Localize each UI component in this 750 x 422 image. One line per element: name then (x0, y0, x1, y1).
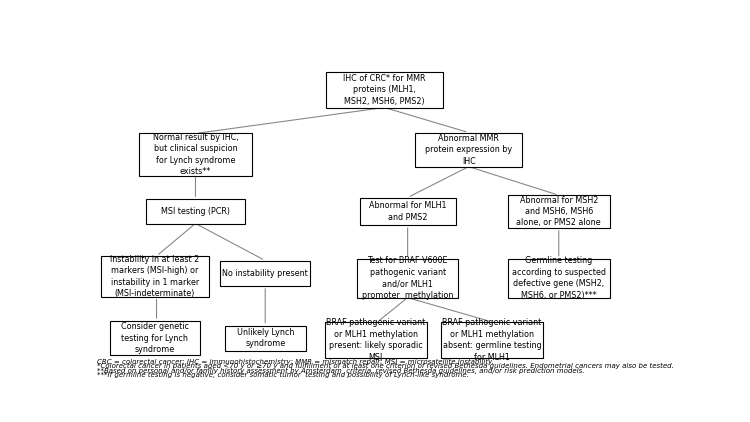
FancyBboxPatch shape (415, 133, 523, 167)
Text: No instability present: No instability present (222, 269, 308, 278)
FancyBboxPatch shape (220, 260, 310, 286)
FancyBboxPatch shape (326, 72, 442, 108)
FancyBboxPatch shape (110, 321, 200, 355)
FancyBboxPatch shape (325, 322, 427, 358)
FancyBboxPatch shape (357, 259, 458, 298)
Text: *Colorectal cancer in patients aged <70 y or ≥70 y and fulfillment of at least o: *Colorectal cancer in patients aged <70 … (97, 363, 674, 369)
Text: Normal result by IHC,
but clinical suspicion
for Lynch syndrome
exists**: Normal result by IHC, but clinical suspi… (153, 133, 238, 176)
Text: CRC = colorectal cancer; IHC = immunohistochemistry; MMR = mismatch repair; MSI : CRC = colorectal cancer; IHC = immunohis… (97, 359, 494, 365)
Text: Instability in at least 2
markers (MSI-high) or
instability in 1 marker
(MSI-ind: Instability in at least 2 markers (MSI-h… (110, 255, 200, 298)
Text: ***If germline testing is negative, consider somatic tumor  testing and possibil: ***If germline testing is negative, cons… (97, 372, 469, 378)
Text: Abnormal MMR
protein expression by
IHC: Abnormal MMR protein expression by IHC (425, 134, 512, 166)
Text: BRAF pathogenic variant
or MLH1 methylation
present: likely sporadic
MSI: BRAF pathogenic variant or MLH1 methylat… (326, 318, 425, 362)
Text: Abnormal for MSH2
and MSH6, MSH6
alone, or PMS2 alone: Abnormal for MSH2 and MSH6, MSH6 alone, … (517, 195, 601, 227)
FancyBboxPatch shape (224, 325, 306, 351)
Text: Abnormal for MLH1
and PMS2: Abnormal for MLH1 and PMS2 (369, 201, 446, 222)
FancyBboxPatch shape (508, 259, 610, 298)
Text: Germline testing
according to suspected
defective gene (MSH2,
MSH6, or PMS2)***: Germline testing according to suspected … (512, 257, 606, 300)
Text: Test for BRAF V600E
pathogenic variant
and/or MLH1
promoter  methylation: Test for BRAF V600E pathogenic variant a… (362, 257, 453, 300)
Text: IHC of CRC* for MMR
proteins (MLH1,
MSH2, MSH6, PMS2): IHC of CRC* for MMR proteins (MLH1, MSH2… (343, 74, 426, 106)
FancyBboxPatch shape (360, 197, 455, 225)
Text: Consider genetic
testing for Lynch
syndrome: Consider genetic testing for Lynch syndr… (121, 322, 189, 354)
Text: BRAF pathogenic variant
or MLH1 methylation
absent: germline testing
for MLH1: BRAF pathogenic variant or MLH1 methylat… (442, 318, 542, 362)
FancyBboxPatch shape (139, 133, 252, 176)
FancyBboxPatch shape (146, 199, 244, 224)
Text: Unlikely Lynch
syndrome: Unlikely Lynch syndrome (236, 328, 294, 349)
FancyBboxPatch shape (441, 322, 543, 358)
Text: MSI testing (PCR): MSI testing (PCR) (161, 207, 230, 216)
FancyBboxPatch shape (101, 256, 208, 297)
Text: **Based on personal and/or family history assessment by Amsterdam  criteria, rev: **Based on personal and/or family histor… (97, 368, 584, 373)
FancyBboxPatch shape (508, 195, 610, 228)
